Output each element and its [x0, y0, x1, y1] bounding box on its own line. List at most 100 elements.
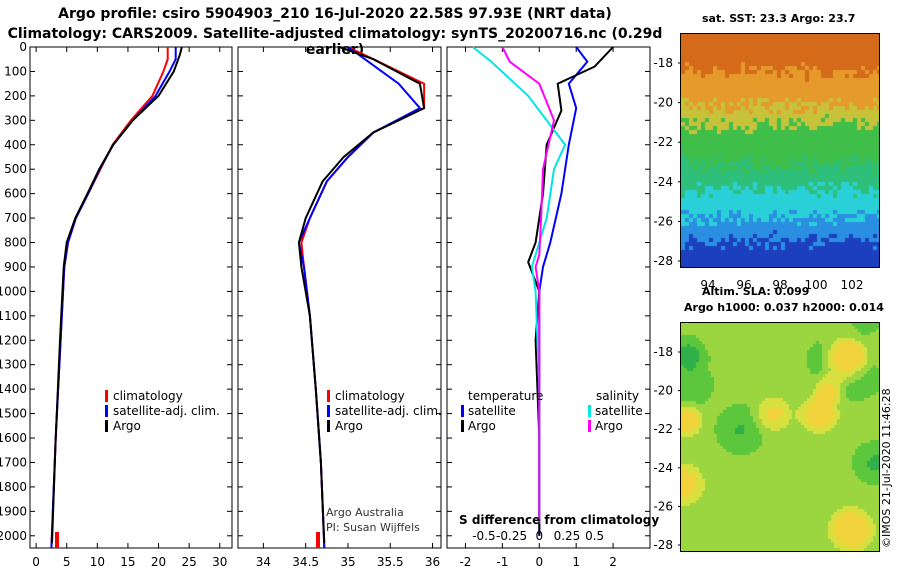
svg-text:salinity: salinity — [596, 389, 639, 403]
lat-tick-label: -24 — [653, 461, 673, 475]
svg-text:PI: Susan Wijffels: PI: Susan Wijffels — [326, 521, 420, 534]
y-tick-label: 800 — [4, 236, 27, 250]
lon-tick-label: 94 — [700, 278, 715, 292]
y-tick-label: 1700 — [0, 455, 27, 469]
x-tick-label: 2 — [609, 555, 617, 569]
x-tick-label: 25 — [182, 555, 197, 569]
lat-tick-label: -22 — [653, 422, 673, 436]
series-temperature-argo — [527, 46, 614, 536]
lat-tick-label: -28 — [653, 254, 673, 268]
series-salinity-satellite — [472, 46, 567, 524]
series-argo — [297, 46, 426, 544]
lat-tick-label: -26 — [653, 214, 673, 228]
lat-tick-label: -22 — [653, 135, 673, 149]
inner-tick-label: 0.5 — [585, 529, 604, 543]
sla-map — [680, 322, 880, 552]
sst-map-axes: -18 -20 -22 -24 -26 -28 94 96 98 100 102 — [653, 56, 864, 292]
y-tick-label: 1300 — [0, 358, 27, 372]
lon-tick-label: 100 — [805, 278, 828, 292]
inner-tick-label: -0.25 — [496, 529, 527, 543]
svg-text:Argo: Argo — [468, 419, 496, 433]
y-tick-label: 1100 — [0, 309, 27, 323]
lat-tick-label: -28 — [653, 538, 673, 552]
lon-tick-label: 98 — [772, 278, 787, 292]
y-tick-label: 1800 — [0, 480, 27, 494]
x-tick-label: 35.5 — [377, 555, 404, 569]
series-argo — [51, 46, 183, 544]
timestamp-stamp: ©IMOS 21-Jul-2020 11:46:28 — [880, 388, 893, 548]
lat-tick-label: -20 — [653, 96, 673, 110]
svg-text:temperature: temperature — [468, 389, 543, 403]
lat-tick-label: -18 — [653, 345, 673, 359]
y-tick-label: 1000 — [0, 284, 27, 298]
x-tick-label: 15 — [120, 555, 135, 569]
y-tick-label: 600 — [4, 187, 27, 201]
lat-tick-label: -20 — [653, 384, 673, 398]
sla-map-axes: -18 -20 -22 -24 -26 -28 — [653, 345, 681, 552]
series-satellite-adj-clim- — [297, 46, 422, 549]
legend-label: satellite-adj. clim. — [113, 404, 220, 418]
clim-marker — [55, 532, 59, 548]
svg-text:Argo Australia: Argo Australia — [326, 506, 404, 519]
inner-tick-label: 0 — [535, 529, 543, 543]
argo-height-title: Argo h1000: 0.037 h2000: 0.014 — [684, 301, 884, 314]
y-tick-label: 1500 — [0, 407, 27, 421]
legend-label: satellite-adj. clim. — [335, 404, 442, 418]
lon-tick-label: 96 — [736, 278, 751, 292]
legend-label: Argo — [113, 419, 141, 433]
y-tick-label: 1600 — [0, 431, 27, 445]
difference-xlabel: S difference from climatology — [459, 513, 659, 527]
profile-title: Argo profile: csiro 5904903_210 16-Jul-2… — [58, 6, 612, 22]
series-climatology — [50, 47, 169, 549]
lon-tick-label: 102 — [841, 278, 864, 292]
y-tick-label: 2000 — [0, 529, 27, 543]
y-tick-label: 900 — [4, 260, 27, 274]
series-salinity-argo — [501, 46, 556, 524]
x-tick-label: 36 — [425, 555, 440, 569]
sst-map — [680, 33, 880, 268]
y-tick-label: 700 — [4, 211, 27, 225]
x-tick-label: 35 — [340, 555, 355, 569]
x-tick-label: -2 — [459, 555, 471, 569]
y-tick-label: 100 — [4, 64, 27, 78]
panel-frame — [446, 46, 651, 549]
argo-credit: Argo Australia PI: Susan Wijffels — [326, 506, 420, 534]
svg-text:Argo: Argo — [595, 419, 623, 433]
inner-tick-label: -0.5 — [472, 529, 495, 543]
y-tick-label: 300 — [4, 113, 27, 127]
y-tick-label: 400 — [4, 138, 27, 152]
svg-text:satellite: satellite — [468, 404, 516, 418]
x-tick-label: 30 — [212, 555, 227, 569]
series-satellite-adj-clim- — [50, 47, 177, 549]
inner-tick-label: 0.25 — [554, 529, 581, 543]
y-tick-label: 1900 — [0, 504, 27, 518]
lat-tick-label: -26 — [653, 499, 673, 513]
legend-label: climatology — [113, 389, 183, 403]
x-tick-label: 34.5 — [292, 555, 319, 569]
y-tick-label: 1200 — [0, 333, 27, 347]
lat-tick-label: -18 — [653, 56, 673, 70]
clim-marker — [316, 532, 320, 548]
sst-map-title: sat. SST: 23.3 Argo: 23.7 — [702, 12, 856, 25]
x-tick-label: 10 — [90, 555, 105, 569]
x-tick-label: 0 — [535, 555, 543, 569]
salinity-legend: climatology satellite-adj. clim. Argo — [327, 389, 442, 433]
profile-plots: 0100200300400500600700800900100011001200… — [0, 40, 659, 569]
series-climatology — [300, 46, 426, 549]
temperature-legend: climatology satellite-adj. clim. Argo — [105, 389, 220, 433]
legend-label: climatology — [335, 389, 405, 403]
lat-tick-label: -24 — [653, 175, 673, 189]
climatology-title: Climatology: CARS2009. Satellite-adjuste… — [7, 26, 663, 58]
y-tick-label: 500 — [4, 162, 27, 176]
panel-frame — [237, 46, 442, 549]
x-tick-label: -1 — [496, 555, 508, 569]
x-tick-label: 20 — [151, 555, 166, 569]
y-tick-label: 1400 — [0, 382, 27, 396]
y-tick-label: 200 — [4, 89, 27, 103]
sla-title: Altim. SLA: 0.099 — [702, 285, 810, 298]
legend-label: Argo — [335, 419, 363, 433]
panel-frame — [29, 46, 233, 549]
x-tick-label: 5 — [63, 555, 71, 569]
svg-text:satellite: satellite — [595, 404, 643, 418]
y-tick-label: 0 — [19, 40, 27, 54]
